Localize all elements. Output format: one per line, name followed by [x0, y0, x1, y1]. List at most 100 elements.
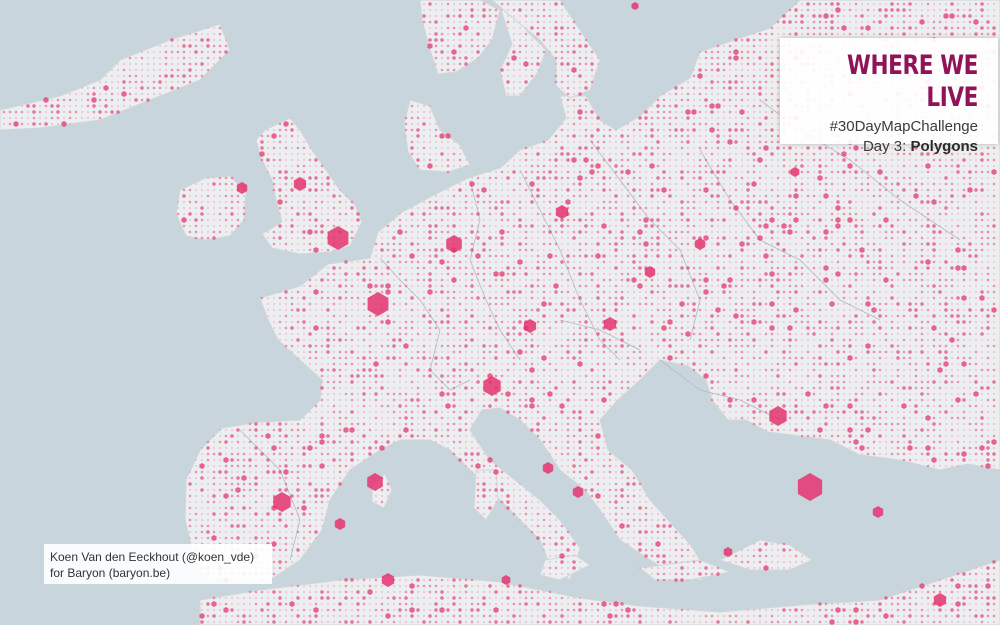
- hexagon-icon: [699, 129, 701, 131]
- hexagon-icon: [56, 116, 60, 120]
- hexagon-icon: [523, 61, 529, 67]
- hexagon-icon: [225, 39, 227, 41]
- hexagon-icon: [477, 3, 479, 5]
- hexagon-icon: [873, 27, 875, 29]
- hexagon-icon: [944, 26, 948, 30]
- hexagon-icon: [813, 9, 815, 11]
- hexagon-icon: [717, 111, 719, 113]
- hexagon-icon: [170, 68, 174, 72]
- hexagon-icon: [273, 129, 275, 131]
- hexagon-icon: [716, 128, 720, 132]
- hexagon-icon: [519, 21, 521, 23]
- hexagon-icon: [441, 27, 443, 29]
- hexagon-icon: [32, 104, 36, 108]
- hexagon-icon: [735, 63, 737, 65]
- hexagon-icon: [758, 32, 762, 36]
- hexagon-icon: [195, 57, 197, 59]
- hexagon-icon: [741, 69, 743, 71]
- hexagon-icon: [525, 75, 527, 77]
- hexagon-icon: [536, 26, 540, 30]
- hexagon-icon: [951, 21, 953, 23]
- hexagon-icon: [530, 2, 534, 6]
- hexagon-icon: [170, 74, 174, 78]
- hexagon-icon: [470, 44, 474, 48]
- hexagon-icon: [554, 80, 558, 84]
- hexagon-icon: [747, 105, 749, 107]
- hexagon-icon: [441, 63, 443, 65]
- hexagon-icon: [578, 74, 582, 78]
- hexagon-icon: [195, 69, 197, 71]
- hexagon-icon: [980, 26, 984, 30]
- hexagon-icon: [668, 116, 672, 120]
- hexagon-icon: [579, 81, 581, 83]
- hexagon-icon: [482, 8, 486, 12]
- hexagon-icon: [615, 129, 617, 131]
- hexagon-icon: [777, 75, 779, 77]
- hexagon-icon: [711, 93, 713, 95]
- hexagon-icon: [764, 98, 768, 102]
- hexagon-icon: [674, 104, 678, 108]
- hexagon-icon: [206, 38, 210, 42]
- hexagon-icon: [512, 50, 516, 54]
- hexagon-icon: [566, 50, 570, 54]
- hexagon-icon: [482, 14, 486, 18]
- hexagon-icon: [513, 93, 515, 95]
- hexagon-icon: [542, 8, 546, 12]
- hexagon-icon: [831, 9, 833, 11]
- hexagon-icon: [723, 45, 725, 47]
- hexagon-icon: [176, 68, 180, 72]
- hexagon-icon: [758, 104, 762, 108]
- hexagon-icon: [830, 2, 834, 6]
- hexagon-icon: [765, 105, 767, 107]
- hexagon-icon: [861, 21, 863, 23]
- hexagon-icon: [512, 8, 516, 12]
- hexagon-icon: [566, 44, 570, 48]
- hexagon-icon: [669, 99, 671, 101]
- hexagon-icon: [962, 32, 966, 36]
- hexagon-icon: [867, 3, 869, 5]
- hexagon-icon: [945, 21, 947, 23]
- hexagon-icon: [38, 122, 42, 126]
- hexagon-icon: [584, 128, 588, 132]
- hexagon-icon: [471, 57, 473, 59]
- hexagon-icon: [836, 14, 840, 18]
- hexagon-icon: [993, 15, 995, 17]
- hexagon-icon: [770, 74, 774, 78]
- hexagon-icon: [873, 9, 875, 11]
- hexagon-icon: [753, 99, 755, 101]
- hexagon-icon: [759, 75, 761, 77]
- hexagon-icon: [27, 117, 29, 119]
- hexagon-icon: [740, 86, 744, 90]
- hexagon-icon: [464, 2, 468, 6]
- hexagon-icon: [675, 99, 677, 101]
- hexagon-icon: [549, 45, 551, 47]
- hexagon-icon: [717, 99, 719, 101]
- hexagon-icon: [218, 26, 222, 30]
- hexagon-icon: [170, 50, 174, 54]
- hexagon-icon: [668, 128, 672, 132]
- hexagon-icon: [470, 38, 474, 42]
- hexagon-icon: [968, 8, 972, 12]
- hexagon-icon: [992, 26, 996, 30]
- hexagon-icon: [159, 57, 161, 59]
- hexagon-icon: [201, 69, 203, 71]
- hexagon-icon: [446, 62, 450, 66]
- hexagon-icon: [699, 99, 701, 101]
- hexagon-icon: [8, 110, 12, 114]
- hexagon-icon: [524, 14, 528, 18]
- hexagon-icon: [560, 80, 564, 84]
- hexagon-icon: [38, 110, 42, 114]
- hexagon-icon: [560, 32, 564, 36]
- hexagon-icon: [800, 14, 804, 18]
- hexagon-icon: [51, 99, 53, 101]
- hexagon-icon: [482, 2, 486, 6]
- hexagon-icon: [453, 3, 455, 5]
- hexagon-icon: [519, 69, 521, 71]
- hexagon-icon: [837, 33, 839, 35]
- hexagon-icon: [129, 99, 131, 101]
- hexagon-icon: [717, 87, 719, 89]
- hexagon-icon: [434, 128, 438, 132]
- hexagon-icon: [884, 8, 888, 12]
- hexagon-icon: [110, 98, 114, 102]
